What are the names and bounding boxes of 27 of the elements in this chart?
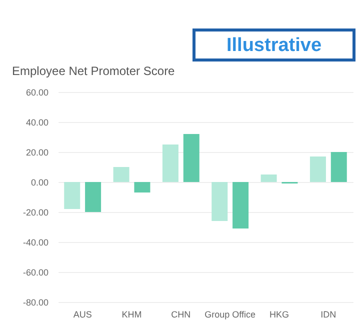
x-tick-label: AUS xyxy=(73,310,92,320)
bar xyxy=(212,182,228,221)
x-tick-label: CHN xyxy=(171,310,191,320)
x-tick-label: HKG xyxy=(269,310,290,320)
text: Illustrative xyxy=(226,35,322,56)
chart-title: Employee Net Promoter Score xyxy=(12,64,176,78)
y-tick-label: -80.00 xyxy=(22,298,48,308)
bar xyxy=(85,182,102,212)
bar xyxy=(183,134,200,182)
bar xyxy=(330,152,347,182)
y-tick-label: -40.00 xyxy=(22,238,48,248)
bar xyxy=(134,182,150,192)
x-tick-label: Group Office xyxy=(204,310,256,320)
y-tick-label: -20.00 xyxy=(22,208,48,218)
y-tick-label: -60.00 xyxy=(22,268,48,278)
y-tick-label: 0.00 xyxy=(30,178,48,188)
bar xyxy=(162,144,178,182)
x-tick-label: IDN xyxy=(320,310,336,320)
y-tick-label: 40.00 xyxy=(26,118,48,128)
bar xyxy=(113,167,130,182)
y-tick-label: 60.00 xyxy=(26,88,48,98)
bar xyxy=(310,156,326,182)
x-tick-label: KHM xyxy=(122,310,142,320)
y-tick-label: 20.00 xyxy=(26,148,48,158)
bar xyxy=(232,182,249,228)
bar xyxy=(64,182,80,209)
bar xyxy=(260,174,277,182)
